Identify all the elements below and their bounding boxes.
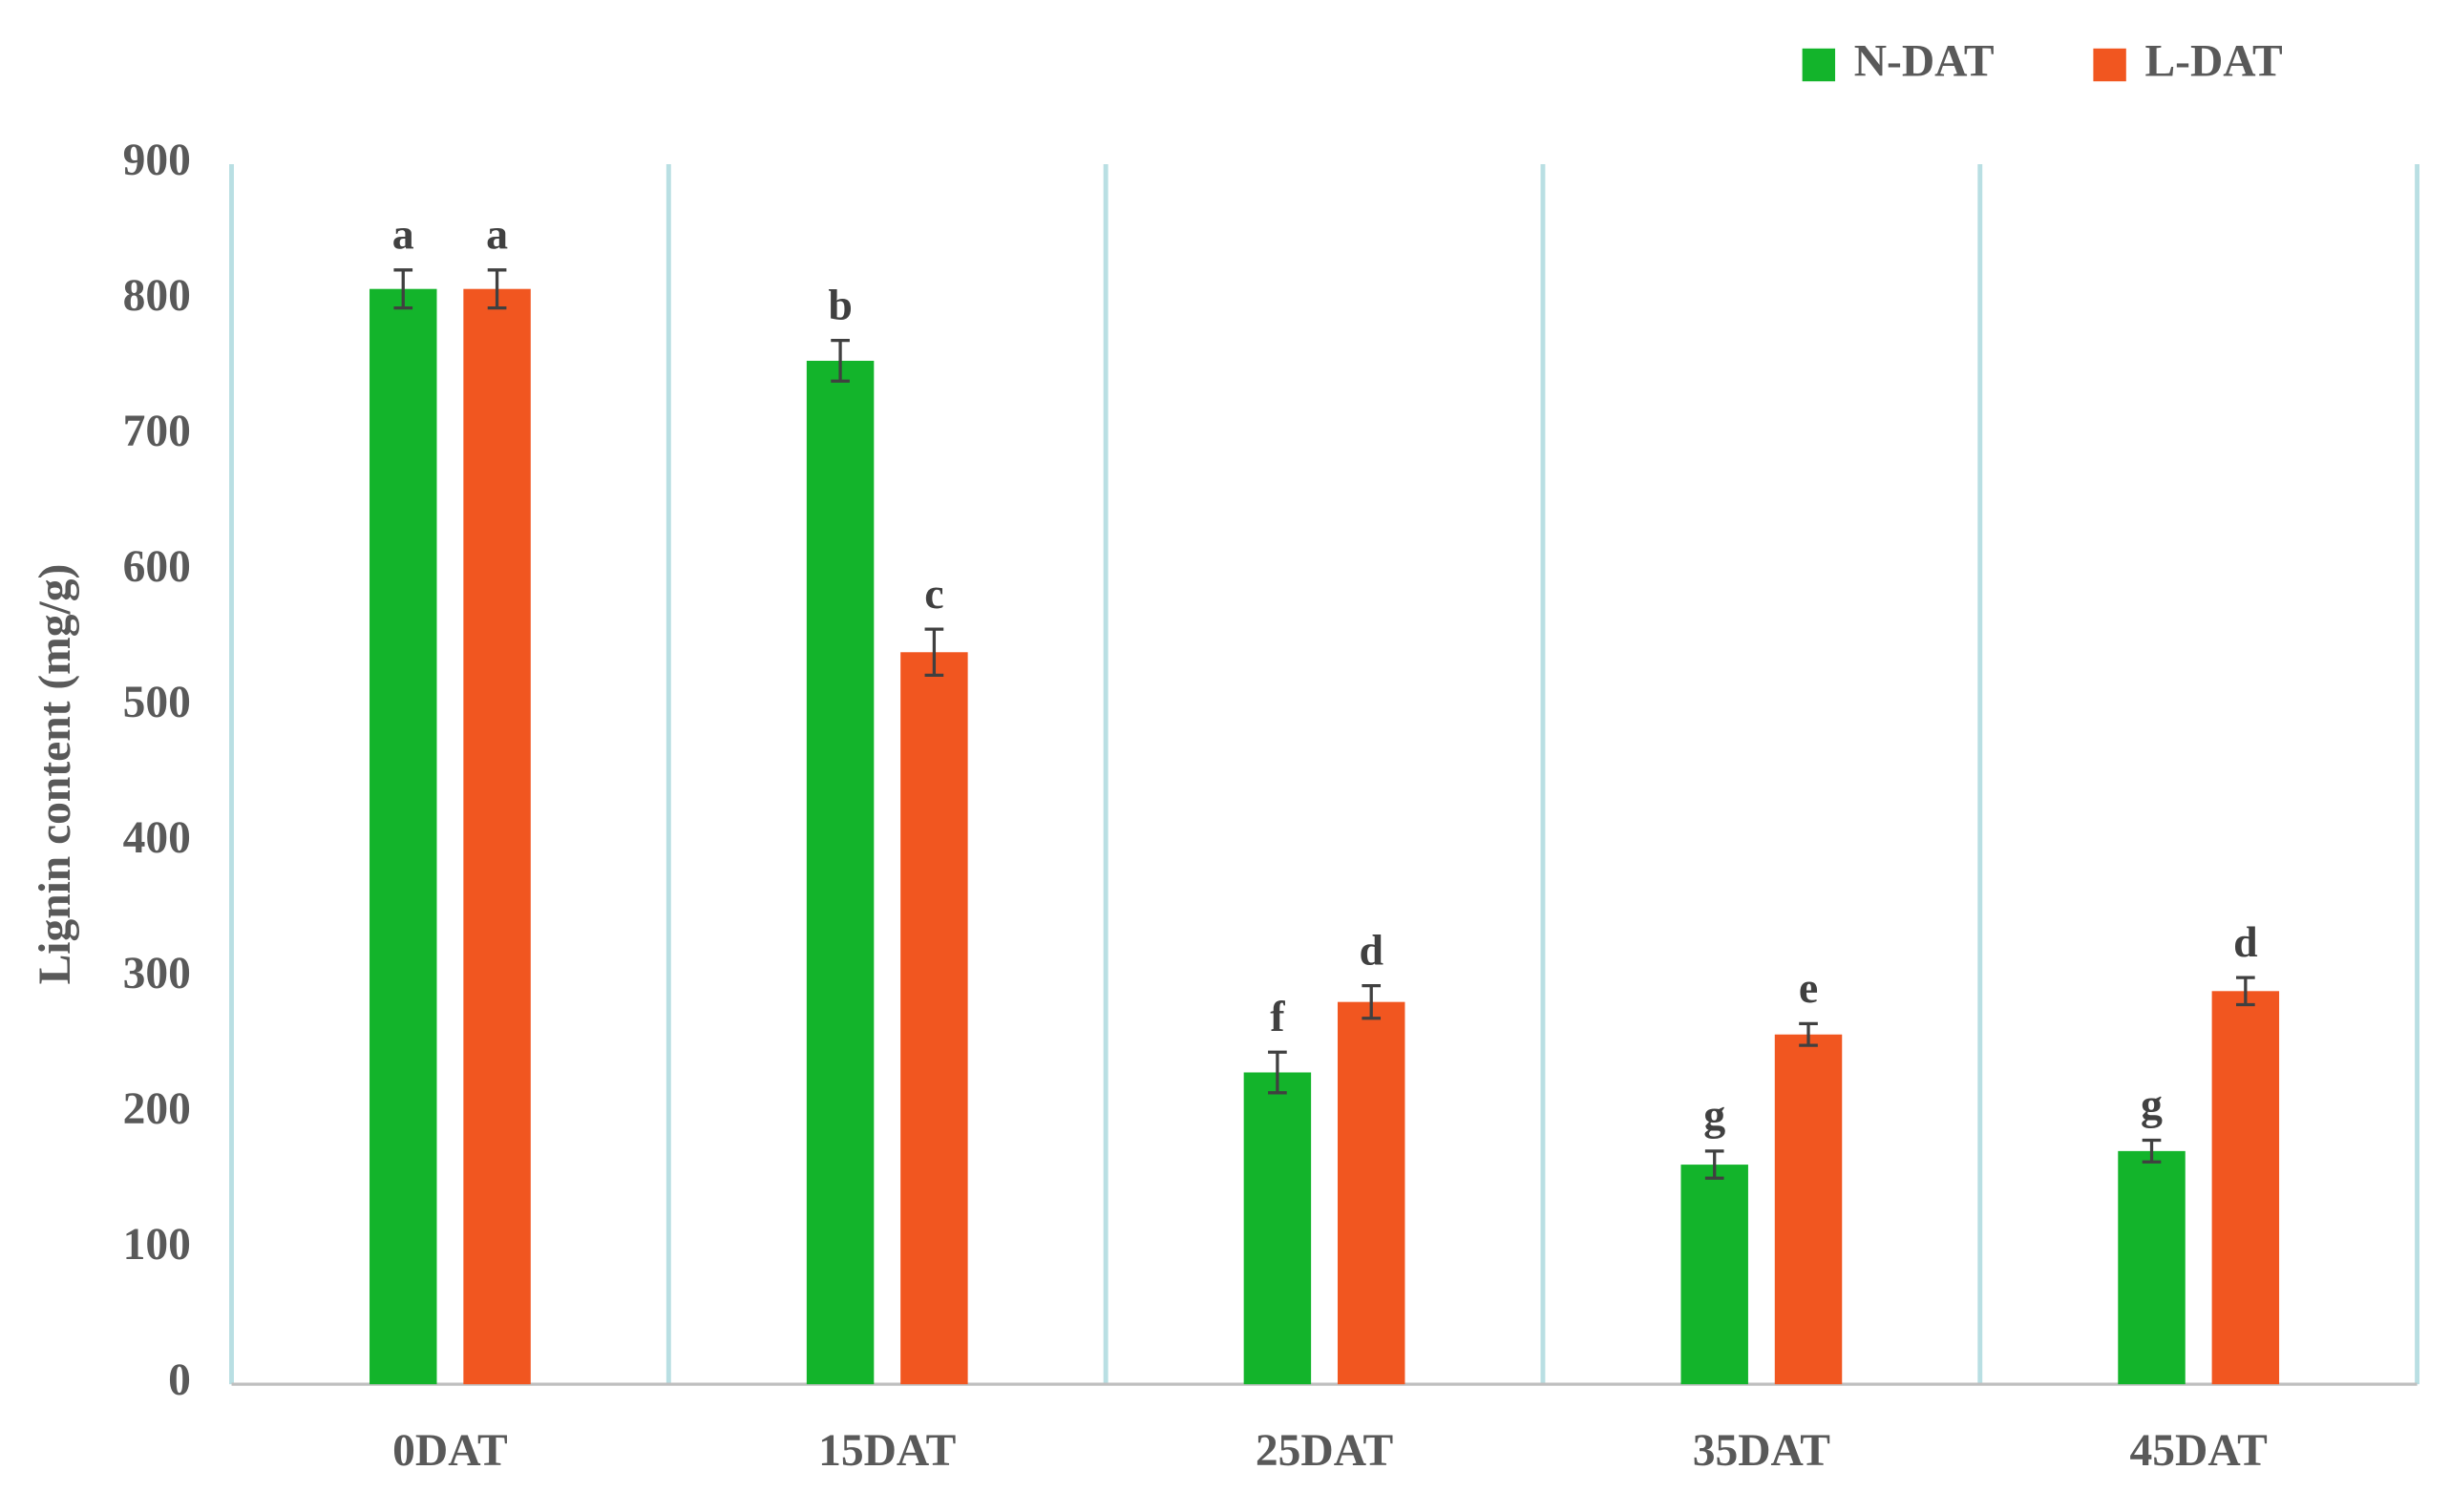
y-tick-label: 800 xyxy=(123,271,191,321)
x-tick-label: 15DAT xyxy=(818,1426,956,1476)
significance-letter: d xyxy=(2233,917,2258,966)
significance-letter: d xyxy=(1359,925,1383,974)
significance-letter: f xyxy=(1270,992,1285,1040)
legend-swatch xyxy=(2093,48,2126,82)
bar xyxy=(806,360,875,1385)
significance-letter: b xyxy=(828,280,853,328)
bar xyxy=(2118,1150,2186,1385)
error-bar xyxy=(831,339,850,383)
error-bar xyxy=(1704,1149,1724,1180)
error-bar xyxy=(2236,976,2255,1007)
bar xyxy=(1680,1165,1748,1385)
legend-label: N-DAT xyxy=(1854,37,1995,87)
error-bar xyxy=(924,627,944,678)
bar xyxy=(1337,1001,1405,1385)
y-tick-label: 700 xyxy=(123,407,191,456)
significance-letter: a xyxy=(486,210,508,259)
y-tick-label: 500 xyxy=(123,678,191,727)
bar xyxy=(1243,1072,1312,1385)
significance-letter: e xyxy=(1799,963,1818,1012)
x-tick-label: 0DAT xyxy=(392,1426,508,1476)
bar xyxy=(900,652,968,1385)
bar xyxy=(370,288,437,1385)
y-tick-label: 100 xyxy=(123,1220,191,1270)
x-tick-label: 35DAT xyxy=(1693,1426,1830,1476)
y-axis-label: Lignin content (mg/g) xyxy=(31,564,80,985)
x-tick-label: 25DAT xyxy=(1256,1426,1393,1476)
significance-letter: a xyxy=(392,210,414,259)
bar xyxy=(2211,991,2280,1385)
bar xyxy=(1774,1034,1843,1385)
error-bar xyxy=(393,268,413,310)
error-bar xyxy=(1799,1021,1818,1047)
significance-letter: g xyxy=(2141,1080,2163,1128)
legend-swatch xyxy=(1802,48,1836,82)
y-tick-label: 400 xyxy=(123,813,191,863)
error-bar xyxy=(1362,983,1382,1020)
y-tick-label: 600 xyxy=(123,542,191,592)
x-tick-label: 45DAT xyxy=(2130,1426,2268,1476)
y-tick-label: 900 xyxy=(123,136,191,185)
significance-letter: g xyxy=(1703,1091,1725,1140)
significance-letter: c xyxy=(924,569,943,618)
error-bar xyxy=(2142,1138,2162,1164)
y-tick-label: 0 xyxy=(168,1355,191,1405)
bar xyxy=(463,288,531,1385)
error-bar xyxy=(1268,1050,1287,1095)
y-tick-label: 300 xyxy=(123,949,191,998)
error-bar xyxy=(487,268,507,310)
y-tick-label: 200 xyxy=(123,1084,191,1134)
legend-label: L-DAT xyxy=(2144,37,2282,87)
